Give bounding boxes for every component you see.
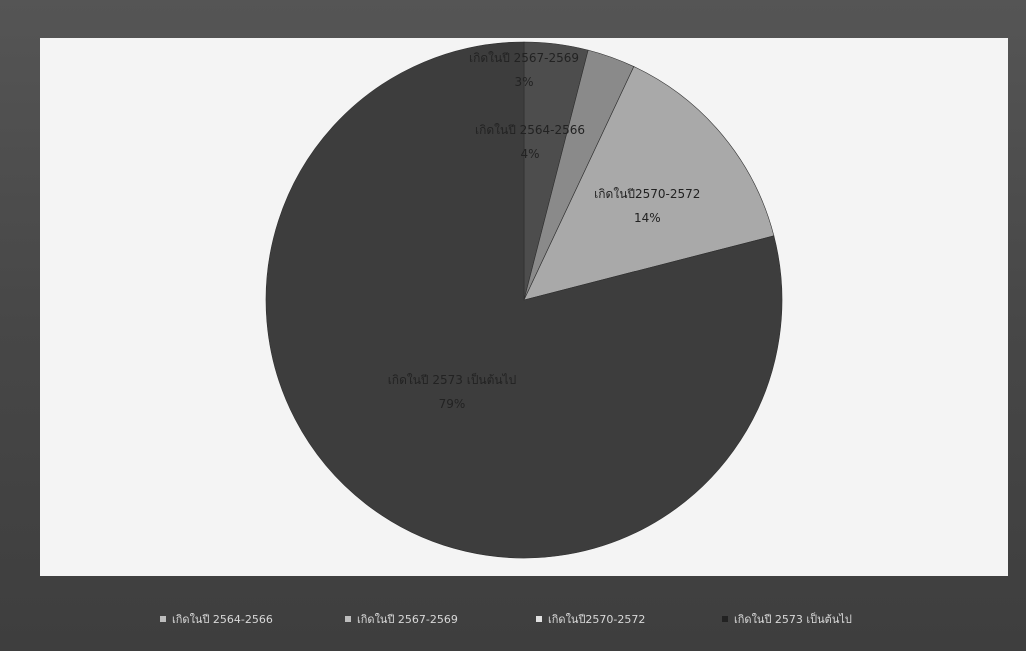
slice-value-label-1: 4%: [520, 147, 539, 161]
legend-label-4: เกิดในปี 2573 เป็นต้นไป: [734, 612, 852, 626]
legend-label-2: เกิดในปี 2567-2569: [357, 613, 458, 626]
legend-swatch-4: [722, 616, 728, 622]
legend-swatch-1: [160, 616, 166, 622]
legend-item-2: เกิดในปี 2567-2569: [345, 613, 458, 626]
pie-slices: [265, 41, 783, 559]
legend-label-1: เกิดในปี 2564-2566: [172, 613, 273, 626]
legend-swatch-3: [536, 616, 542, 622]
slice-category-label-2: เกิดในปี 2567-2569: [469, 51, 579, 65]
legend: เกิดในปี 2564-2566 เกิดในปี 2567-2569 เกิด…: [160, 612, 852, 626]
slice-category-label-1: เกิดในปี 2564-2566: [475, 123, 585, 137]
slice-value-label-4: 79%: [439, 397, 466, 411]
legend-label-3: เกิดในปี2570-2572: [548, 613, 645, 626]
legend-swatch-2: [345, 616, 351, 622]
slice-value-label-3: 14%: [634, 211, 661, 225]
legend-item-4: เกิดในปี 2573 เป็นต้นไป: [722, 612, 852, 626]
pie-slice-4: [265, 41, 783, 559]
legend-item-3: เกิดในปี2570-2572: [536, 613, 645, 626]
slice-category-label-3: เกิดในปี2570-2572: [594, 187, 700, 201]
slice-value-label-2: 3%: [514, 75, 533, 89]
slice-category-label-4: เกิดในปี 2573 เป็นต้นไป: [388, 372, 517, 387]
pie-slice-3: [523, 66, 775, 301]
legend-item-1: เกิดในปี 2564-2566: [160, 613, 273, 626]
pie-labels: เกิดในปี 2564-2566 4% เกิดในปี 2567-2569 3%…: [388, 51, 701, 411]
